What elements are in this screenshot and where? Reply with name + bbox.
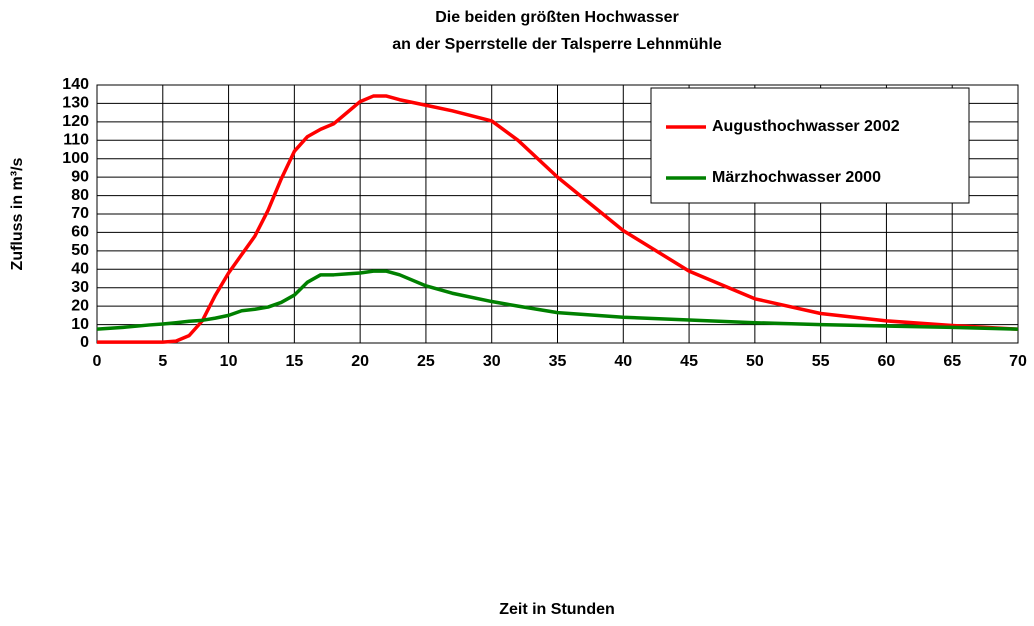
x-tick-label: 35 xyxy=(549,353,567,370)
y-tick-label: 10 xyxy=(71,316,89,333)
x-tick-label: 30 xyxy=(483,353,501,370)
x-tick-label: 60 xyxy=(878,353,896,370)
x-tick-label: 45 xyxy=(680,353,698,370)
chart-title: Die beiden größten Hochwasser xyxy=(435,9,679,26)
line xyxy=(96,269,1019,331)
x-tick-label: 10 xyxy=(220,353,238,370)
y-tick-label: 40 xyxy=(71,261,89,278)
x-tick-label: 20 xyxy=(351,353,369,370)
y-axis-label: Zufluss in m³/s xyxy=(9,157,26,270)
y-tick-label: 120 xyxy=(62,113,89,130)
legend-box xyxy=(650,87,970,204)
x-tick-label: 50 xyxy=(746,353,764,370)
x-tick-label: 55 xyxy=(812,353,830,370)
x-tick-label: 5 xyxy=(158,353,167,370)
x-tick-label: 0 xyxy=(93,353,102,370)
y-tick-label: 50 xyxy=(71,242,89,259)
line xyxy=(97,94,1019,344)
y-tick-label: 100 xyxy=(62,150,89,167)
y-tick-label: 0 xyxy=(80,334,89,351)
x-tick-label: 25 xyxy=(417,353,435,370)
x-tick-label: 65 xyxy=(943,353,961,370)
x-tick-label: 15 xyxy=(285,353,303,370)
x-axis-label: Zeit in Stunden xyxy=(499,601,615,618)
legend-label: Augusthochwasser 2002 xyxy=(712,118,900,135)
y-tick-label: 110 xyxy=(63,132,89,149)
y-tick-label: 60 xyxy=(71,224,89,241)
y-tick-label: 30 xyxy=(71,279,89,296)
plot-border xyxy=(96,84,1019,344)
y-tick-label: 20 xyxy=(71,297,89,314)
y-tick-label: 90 xyxy=(71,168,89,185)
legend-label: Märzhochwasser 2000 xyxy=(712,169,881,186)
y-tick-label: 80 xyxy=(71,187,89,204)
y-tick-label: 70 xyxy=(71,205,89,222)
x-tick-label: 70 xyxy=(1009,353,1027,370)
x-tick-label: 40 xyxy=(614,353,632,370)
y-tick-label: 130 xyxy=(62,95,89,112)
y-tick-label: 140 xyxy=(62,76,89,93)
chart-title: an der Sperrstelle der Talsperre Lehnmüh… xyxy=(392,36,722,53)
